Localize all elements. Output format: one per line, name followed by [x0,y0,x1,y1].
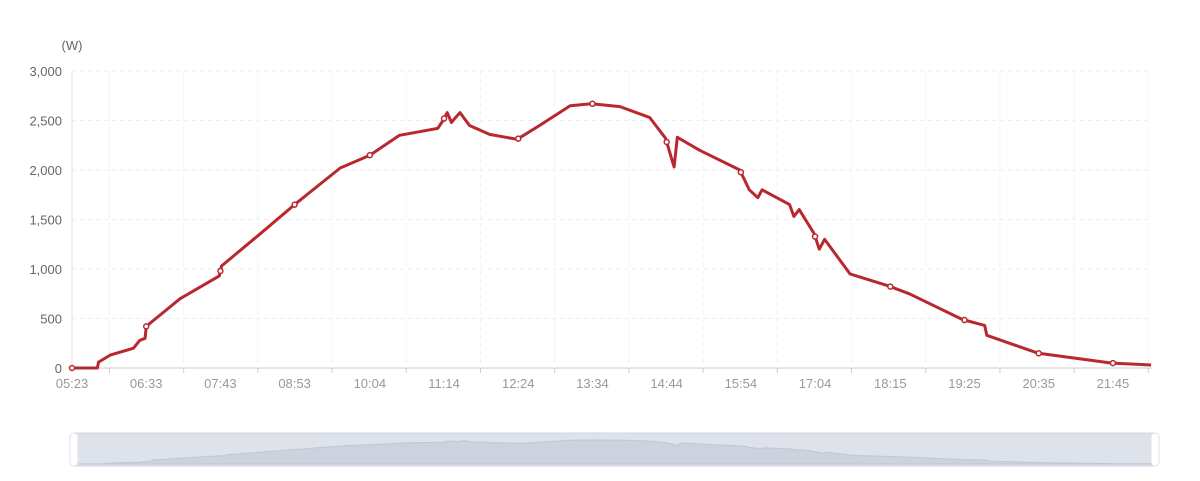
power-series-line [72,102,1152,370]
y-tick-label: 3,000 [29,64,62,79]
data-point-marker [1109,359,1117,367]
x-tick-label: 06:33 [130,376,163,391]
slider-handle-left[interactable] [69,432,79,467]
x-tick-label: 07:43 [204,376,237,391]
slider-handle-right[interactable] [1150,432,1160,467]
y-tick-label: 2,000 [29,163,62,178]
data-point-marker [217,267,224,275]
x-tick-label: 08:53 [278,376,311,391]
x-tick-label: 12:24 [502,376,535,391]
x-tick-label: 18:15 [874,376,907,391]
data-point-marker [515,135,522,142]
data-point-marker [887,283,894,290]
data-point-marker [663,138,670,146]
x-tick-label: 21:45 [1097,376,1130,391]
x-tick-label: 05:23 [56,376,89,391]
x-tick-label: 14:44 [650,376,683,391]
x-tick-label: 13:34 [576,376,609,391]
data-zoom-slider[interactable] [69,432,1160,467]
data-point-marker [440,115,448,122]
data-point-marker [142,323,150,330]
x-tick-label: 19:25 [948,376,981,391]
y-tick-label: 1,000 [29,262,62,277]
x-tick-label: 11:14 [428,376,460,391]
data-point-marker [737,168,745,176]
data-point-marker [1035,350,1042,357]
slider-preview-area [78,439,1153,465]
y-tick-label: 0 [55,361,62,376]
data-point-marker [589,100,596,108]
y-axis-unit-label: (W) [62,38,83,53]
data-point-marker [68,364,76,372]
y-tick-label: 2,500 [29,114,62,129]
y-tick-label: 1,500 [29,213,62,228]
x-tick-label: 20:35 [1022,376,1055,391]
data-point-marker [291,201,298,208]
x-tick-label: 15:54 [725,376,758,391]
x-tick-label: 17:04 [799,376,832,391]
y-tick-label: 500 [40,312,62,327]
x-tick-label: 10:04 [354,376,387,391]
data-point-marker [366,151,374,159]
data-point-marker [961,316,968,324]
data-point-marker [811,233,819,240]
